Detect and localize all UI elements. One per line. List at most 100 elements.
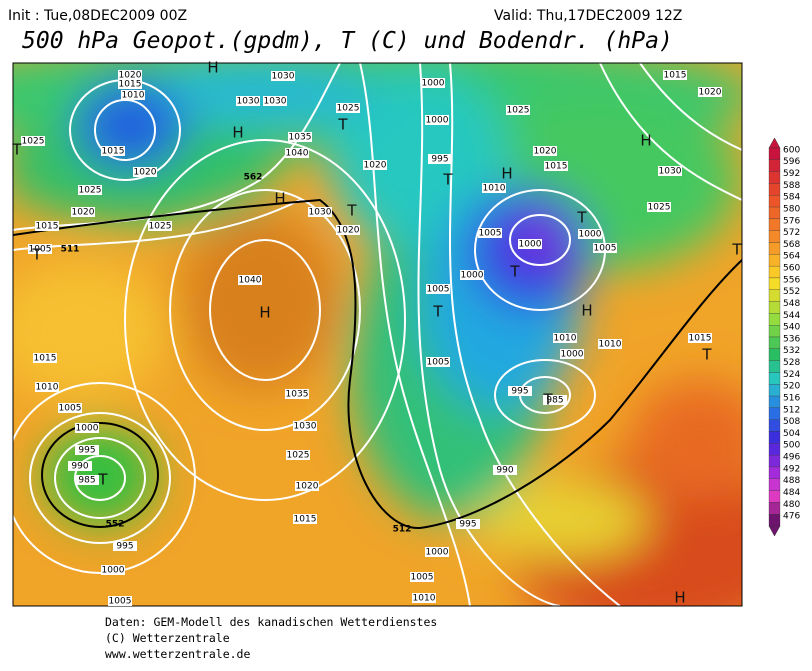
isobar-label-box — [293, 514, 317, 524]
colorbar-swatch — [768, 195, 781, 208]
isobar-label-box — [578, 229, 602, 239]
isobar-label-box — [544, 161, 568, 171]
contour-label: 552 — [106, 520, 125, 530]
isobar-label-box — [148, 221, 172, 231]
isobar-label-box — [35, 221, 59, 231]
isobar-label: 1015 — [689, 334, 712, 344]
colorbar-swatch — [768, 502, 781, 515]
colorbar-swatch — [768, 254, 781, 267]
colorbar-swatch — [768, 159, 781, 172]
colorbar-swatch — [768, 242, 781, 255]
isobar-label-box — [698, 87, 722, 97]
colorbar-swatch — [768, 443, 781, 456]
isobar-label-box — [101, 565, 125, 575]
colorbar-cap — [768, 525, 781, 537]
isobar-label-box — [336, 225, 360, 235]
isobar-label: 1005 — [427, 358, 450, 368]
isobar-label-box — [658, 166, 682, 176]
isobar-label-box — [553, 333, 577, 343]
pressure-center: T — [576, 209, 587, 227]
pressure-center: T — [11, 141, 22, 159]
colorbar-swatch — [768, 360, 781, 373]
map-labels: 1020101510101025101510201025102010251015… — [11, 59, 742, 607]
colorbar-swatch — [768, 336, 781, 349]
colorbar-swatch — [768, 466, 781, 479]
isobar-label-box — [533, 146, 557, 156]
isobar-label-box — [75, 445, 99, 455]
pressure-center: T — [432, 303, 443, 321]
isobar-label-box — [688, 333, 712, 343]
colorbar-label: 564 — [783, 252, 800, 262]
isobar-label: 1020 — [364, 161, 387, 171]
isobar-label-box — [425, 547, 449, 557]
isobar-label-box — [21, 136, 45, 146]
colorbar-label: 532 — [783, 346, 800, 356]
isobar-label: 1020 — [699, 88, 722, 98]
colorbar-label: 528 — [783, 358, 800, 368]
isobar-label-box — [412, 593, 436, 603]
isobar-label-box — [133, 167, 157, 177]
colorbar-label: 544 — [783, 311, 800, 321]
isobar-label-box — [293, 421, 317, 431]
isobar-label-box — [121, 90, 145, 100]
isobar-label-box — [647, 202, 671, 212]
isobar-label-box — [75, 423, 99, 433]
footer-line: (C) Wetterzentrale — [105, 631, 230, 645]
colorbar-label: 592 — [783, 169, 800, 179]
isobar-label: 1030 — [294, 422, 317, 432]
pressure-center: H — [232, 124, 243, 142]
isobar-label: 1015 — [34, 354, 57, 364]
contour-552 — [13, 198, 742, 530]
temperature-field — [13, 63, 742, 606]
pressure-center: T — [337, 116, 348, 134]
isobar-label-box — [456, 519, 480, 529]
isobar-label-box — [285, 148, 309, 158]
isobar-label: 1030 — [272, 72, 295, 82]
pressure-center: H — [674, 589, 685, 607]
pressure-center: H — [259, 304, 270, 322]
isobar-label: 1010 — [599, 340, 622, 350]
colorbar-label: 540 — [783, 323, 800, 333]
contour-label: 511 — [61, 245, 80, 255]
isobar-label-box — [518, 239, 542, 249]
colorbar-swatch — [768, 171, 781, 184]
isobar-label-box — [426, 357, 450, 367]
isobar-label: 1025 — [507, 106, 530, 116]
isobar-label-box — [410, 572, 434, 582]
colorbar-label: 524 — [783, 370, 800, 380]
isobar-label: 1015 — [664, 71, 687, 81]
isobar-label-box — [101, 146, 125, 156]
pressure-center: H — [501, 165, 512, 183]
isobar-label: 1035 — [286, 390, 309, 400]
isobar-label-box — [460, 270, 484, 280]
colorbar-label: 520 — [783, 382, 800, 392]
colorbar-label: 496 — [783, 453, 800, 463]
colorbar-label: 572 — [783, 228, 800, 238]
isobar-label: 1000 — [579, 230, 602, 240]
colorbar-swatch — [768, 265, 781, 279]
isobar-label: 1040 — [239, 276, 262, 286]
isobar-label: 1035 — [289, 133, 312, 143]
isobar-label: 985 — [78, 476, 95, 486]
colorbar-swatch — [768, 147, 781, 160]
isobar-label: 1000 — [426, 548, 449, 558]
colorbar-label: 588 — [783, 181, 800, 191]
pressure-center: T — [731, 241, 742, 259]
isobar-label-box — [263, 96, 287, 106]
isobar-label: 1025 — [287, 451, 310, 461]
colorbar-label: 560 — [783, 264, 800, 274]
isobar-label: 1000 — [76, 424, 99, 434]
isobar-label-box — [28, 244, 52, 254]
isobar-label: 1005 — [109, 597, 132, 607]
isobar-label-box — [363, 160, 387, 170]
footer-line: www.wetterzentrale.de — [105, 647, 250, 661]
isobar-label: 1030 — [659, 167, 682, 177]
isobar-label: 1005 — [427, 285, 450, 295]
isobar-label-box — [118, 79, 142, 89]
isobar-label-box — [426, 284, 450, 294]
colorbar-swatch — [768, 218, 781, 231]
isobar-label-box — [663, 70, 687, 80]
isobar-label-box — [35, 382, 59, 392]
isobar-label: 1025 — [22, 137, 45, 147]
